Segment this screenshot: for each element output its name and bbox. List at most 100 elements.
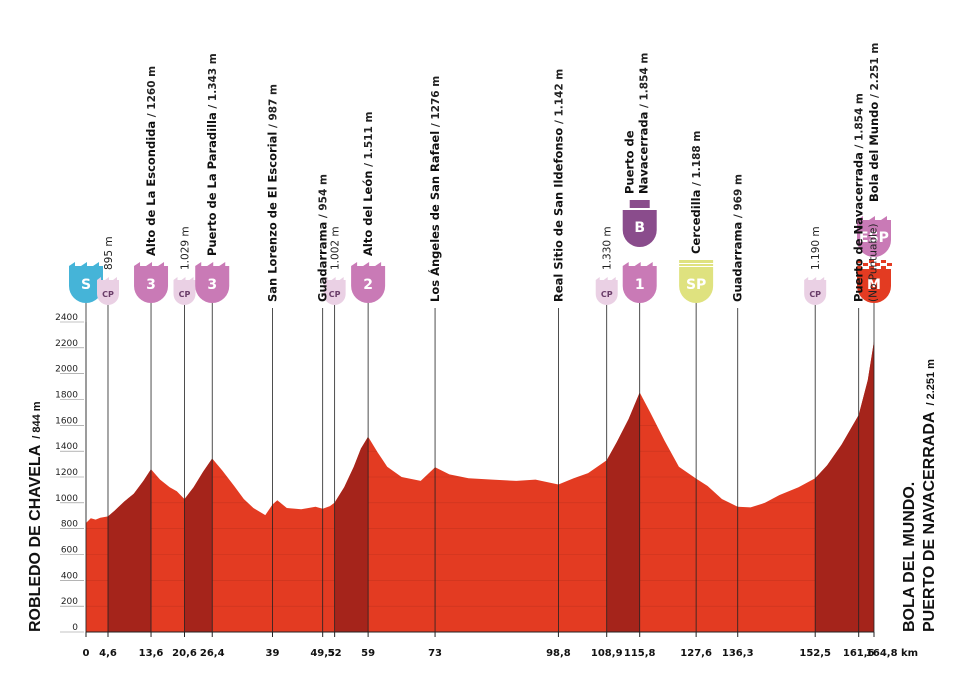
climb-label: Puerto de [623,130,637,194]
climb-altitude: / 1.854 m [639,53,651,112]
category-badge: 2 [351,262,386,303]
badge-flag [679,260,714,266]
badge-flag [69,262,99,266]
climb-altitude: / 1.343 m [207,53,219,112]
climb-name: Cercedilla [689,190,703,254]
y-tick-label: 2400 [55,313,78,323]
badge-shape [679,267,714,303]
finish-checker [875,263,880,266]
climb-name: Alto de La Escondida [144,121,158,256]
badge-shape [134,266,169,303]
badge-label: ESP [859,230,889,246]
y-tick-label: 2000 [55,365,78,375]
y-tick-label: 0 [72,623,78,633]
finish-checker [863,263,868,266]
climb-altitude: / 1276 m [430,76,442,131]
cp-badge: CP [96,277,119,305]
badge-label: SP [686,277,706,293]
climb-name: Puerto de Navacerrada [852,152,866,302]
cp-badge: CP [173,277,196,305]
x-tick-label: 152,5 [799,648,831,659]
badge-shape [622,266,657,303]
climb-altitude: / 2.251 m [869,43,881,102]
climb-label: Guadarrama / 969 m [731,174,745,302]
climb-altitude: / 1.188 m [691,131,703,190]
y-tick-label: 1400 [55,442,78,452]
climb-note: (No Puntuable) [868,223,880,302]
badge-shape [857,269,891,303]
badge-label: B [634,220,645,236]
badge-flag [323,277,344,280]
category-badge: 3 [134,262,169,303]
cp-badge: CP [595,277,618,305]
climb-name: Los Ángeles de San Rafael [427,131,442,302]
x-tick-label: 108,9 [591,648,623,659]
cp-badge: CP [323,277,346,305]
x-tick-label: 13,6 [139,648,164,659]
badge-label: S [81,277,91,293]
badge-flag [351,262,382,266]
x-tick-label: 59 [361,648,375,659]
x-tick-label: 73 [428,648,442,659]
sprint-badge: SP [679,260,714,303]
esp-badge: ESP [857,216,891,257]
climb-section [108,469,151,632]
finish-badge: M [857,260,892,303]
climb-label: Bola del Mundo / 2.251 m [867,43,881,202]
climb-section [184,458,213,632]
badge-label: 3 [146,277,156,293]
x-tick-label: 49,5 [310,648,335,659]
climb-altitude: / 1260 m [146,66,158,121]
climb-label: San Lorenzo de El Escorial / 987 m [265,84,279,302]
cp-altitude: 1.190 m [810,226,822,270]
finish-checker [881,266,886,269]
y-tick-label: 400 [61,571,78,581]
bonus-flag [629,200,650,208]
badge-flag [173,277,194,280]
cp-altitude: 1.002 m [330,226,342,270]
badge-shape [323,280,346,305]
x-tick-label: 161,6 [843,648,875,659]
cp-altitude: 895 m [103,236,115,270]
y-tick-label: 1800 [55,391,78,401]
climb-altitude: / 954 m [318,174,330,222]
badge-flag [595,277,616,280]
badge-label: M [867,277,881,293]
badge-label: CP [809,290,821,299]
x-tick-label: 4,6 [99,648,117,659]
climb-name: Navacerrada [637,112,651,194]
climb-label: Cercedilla / 1.188 m [689,131,703,254]
badge-flag [804,277,825,280]
badge-flag [195,262,226,266]
climb-label: Los Ángeles de San Rafael / 1276 m [427,76,442,302]
climb-altitude: / 969 m [733,174,745,222]
badge-flag [134,262,165,266]
climb-label: Navacerrada / 1.854 m [637,53,651,194]
x-tick-label: 98,8 [546,648,571,659]
climb-altitude: / 1.854 m [854,93,866,152]
category-badge: 1 [622,262,657,303]
climb-label: Puerto de La Paradilla / 1.343 m [205,53,219,256]
cp-altitude: 1.330 m [602,226,614,270]
x-tick-label: 164,8 km [866,648,918,659]
climb-section [606,392,640,632]
cp-badge: CP [804,277,827,305]
badge-flag [857,216,887,220]
finish-line1-label: BOLA DEL MUNDO. [901,482,918,632]
y-tick-label: 1200 [55,468,78,478]
badge-shape [173,280,196,305]
finish-checker [887,263,892,266]
x-tick-label: 127,6 [680,648,712,659]
y-tick-label: 800 [61,520,78,530]
climb-label: Puerto de Navacerrada / 1.854 m [852,93,866,302]
y-tick-label: 2200 [55,339,78,349]
start-badge: S [69,262,103,303]
badge-shape [857,220,891,257]
climb-name: San Lorenzo de El Escorial [265,132,279,302]
climb-name: Guadarrama [316,222,330,302]
finish-checker [881,260,886,263]
badge-label: CP [179,290,191,299]
y-tick-label: 1000 [55,494,78,504]
y-tick-label: 1600 [55,416,78,426]
